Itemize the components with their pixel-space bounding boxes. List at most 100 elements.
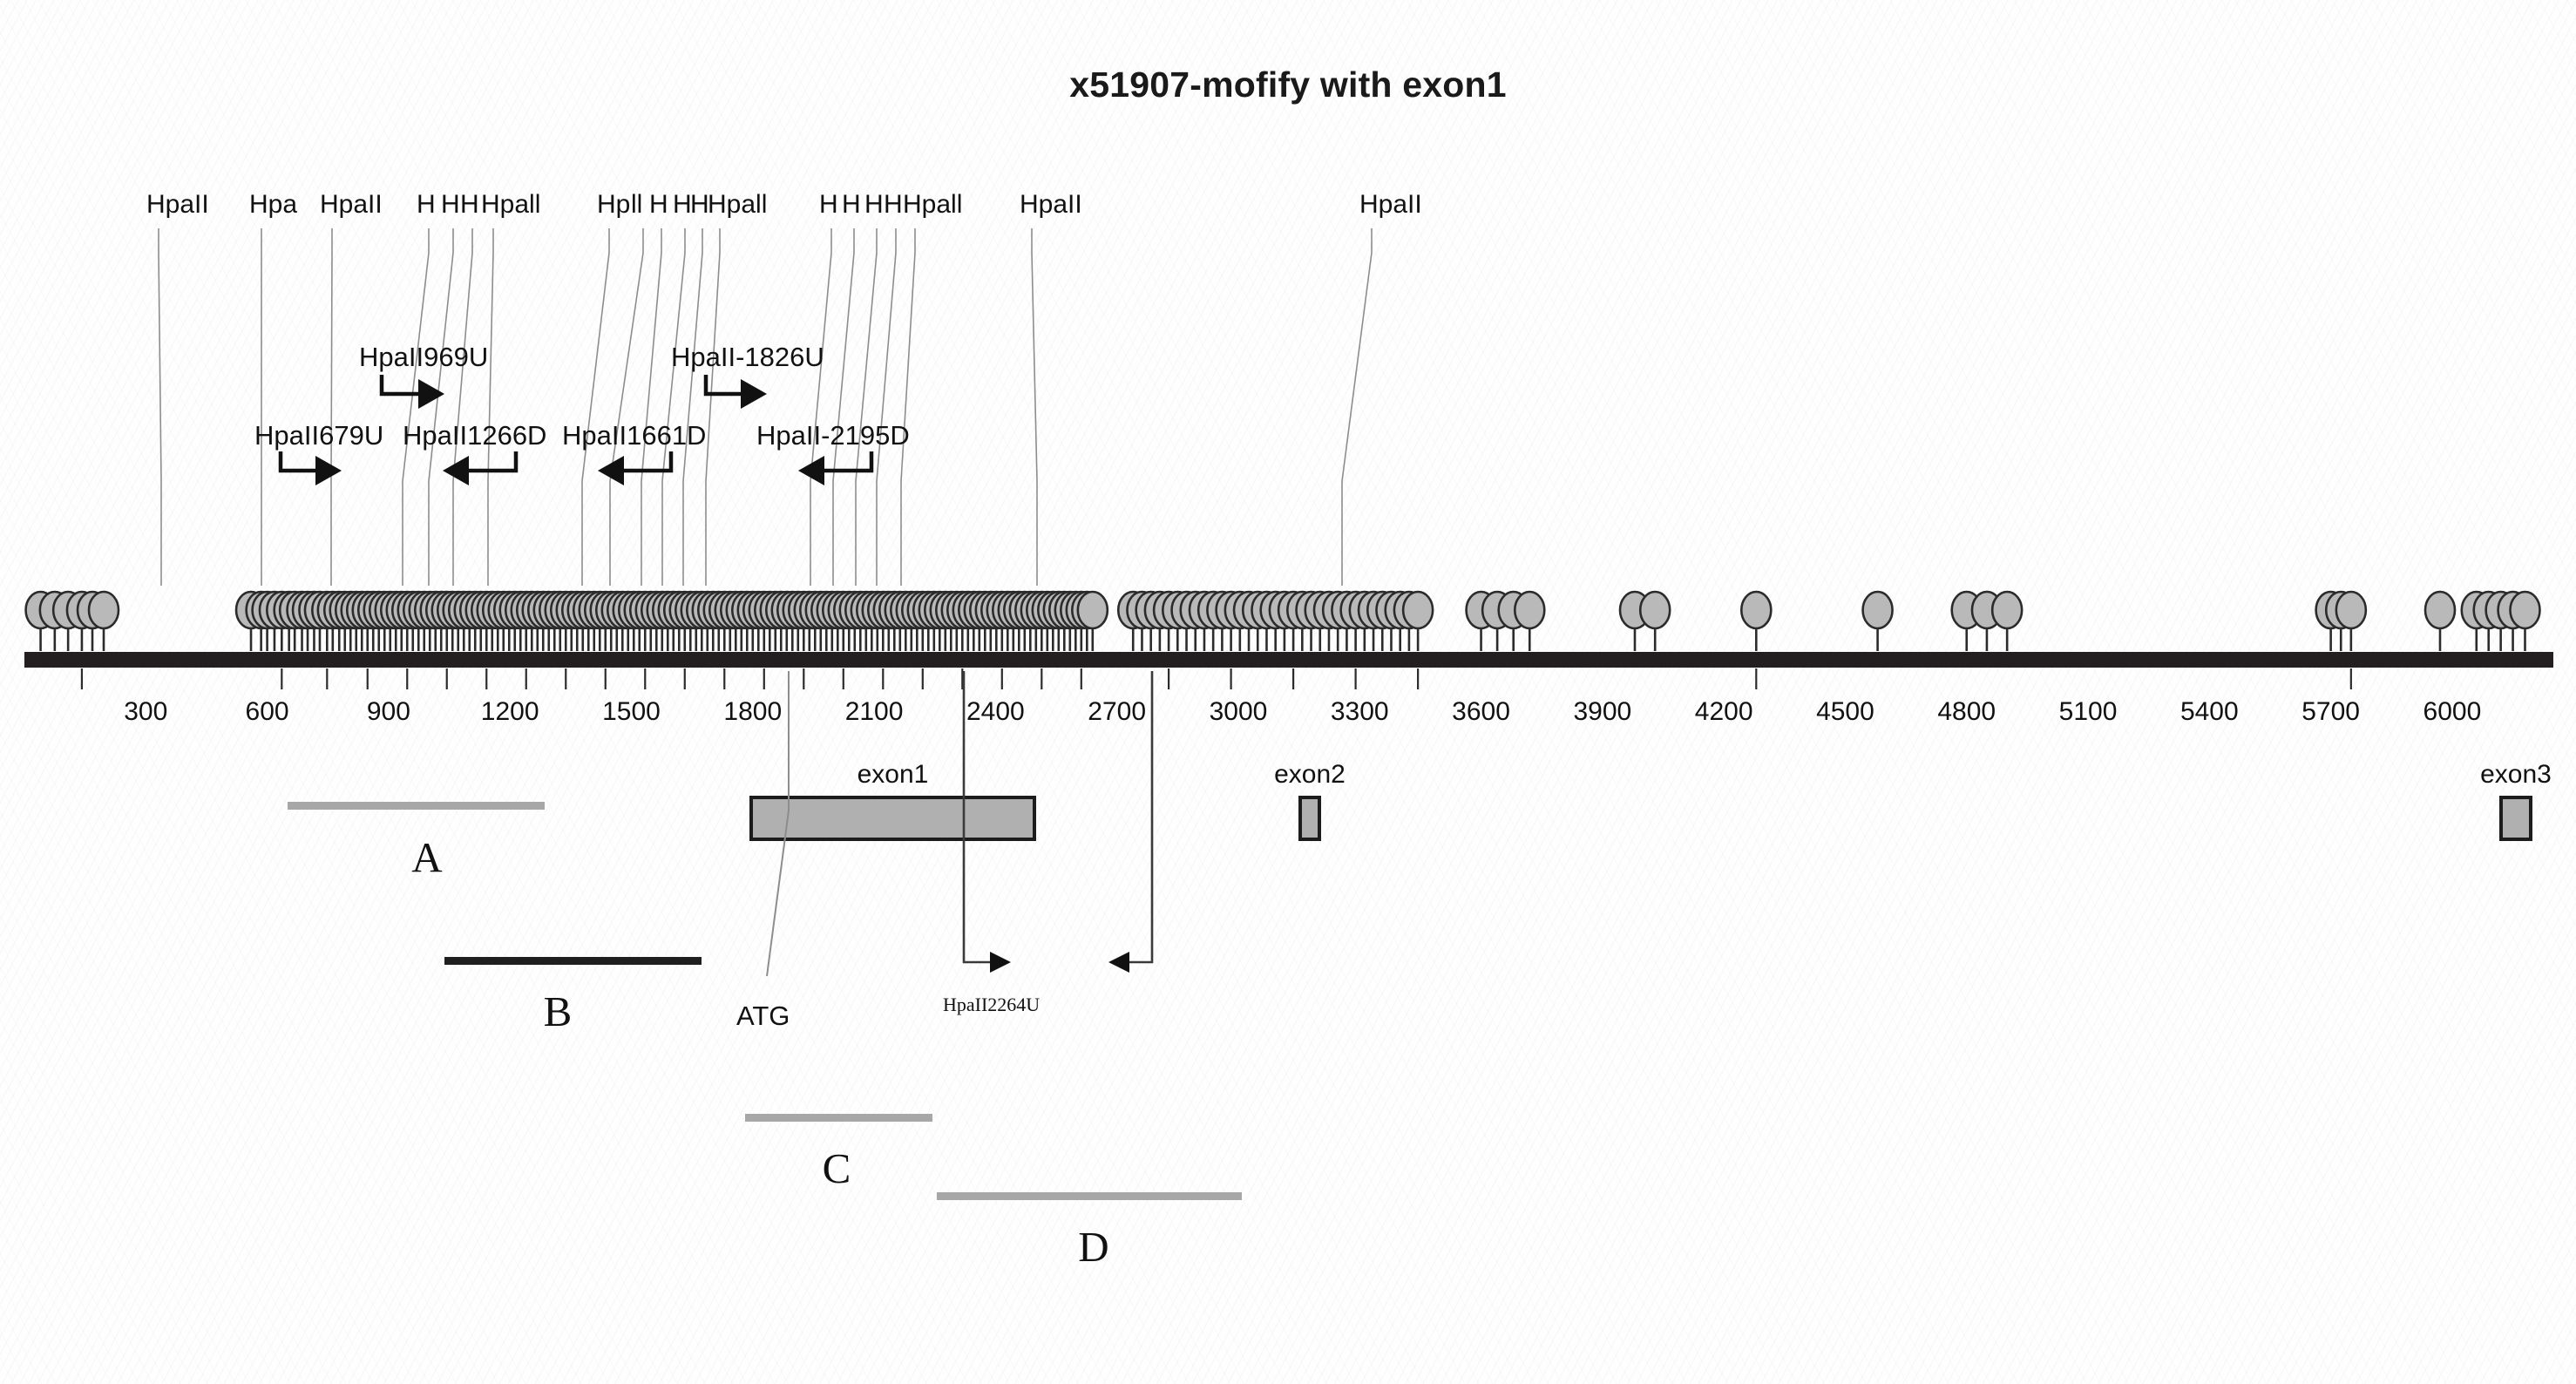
exon-label-exon1: exon1 [806,760,980,790]
cpg-lollipop-group [26,592,2540,689]
primer-arrow-head-forward [741,379,767,409]
cpg-site [1741,592,1771,628]
sequence-axis-group [24,652,2553,668]
axis-tick-5400: 5400 [2148,697,2270,727]
enzyme-leader-line [641,228,661,586]
axis-tick-300: 300 [85,697,207,727]
axis-tick-5700: 5700 [2270,697,2392,727]
enzyme-label-hpaii: Hpall [481,190,540,220]
exon-label-exon2: exon2 [1223,760,1397,790]
axis-tick-3300: 3300 [1298,697,1420,727]
amplicon-label-C: C [802,1143,871,1193]
primer-label-hpaii969u: HpaII969U [359,342,488,373]
enzyme-leader-line [901,228,915,586]
axis-tick-2100: 2100 [813,697,935,727]
amplicon-label-D: D [1059,1222,1129,1272]
enzyme-leader-line [833,228,854,586]
cpg-site [2510,592,2539,628]
cpg-site [1078,592,1108,628]
cpg-site [1992,592,2022,628]
enzyme-label-hpaii: H [417,190,436,220]
axis-tick-4800: 4800 [1906,697,2028,727]
enzyme-leader-line [610,228,643,586]
primer-label-hpaii1266d: HpaII1266D [403,420,546,451]
enzyme-label-hpaii: H [673,190,692,220]
primer-label-hpaii-2195d: HpaII-2195D [756,420,910,451]
primer-arrow-shaft [821,451,871,471]
primer-label-hpaii-1826u: HpaII-1826U [671,342,824,373]
enzyme-leader-line [877,228,896,586]
axis-tick-1500: 1500 [570,697,692,727]
enzyme-label-hpaii: ll [631,190,642,220]
axis-tick-2700: 2700 [1056,697,1178,727]
primer-arrow-head-forward [990,952,1011,973]
enzyme-label-hpaii: H [690,190,709,220]
enzyme-leader-line [488,228,493,586]
cpg-site [1515,592,1544,628]
cpg-site [1640,592,1670,628]
primer-arrow-head-forward [418,379,444,409]
atg-label: ATG [736,1001,790,1032]
axis-tick-2400: 2400 [934,697,1056,727]
primer-arrow-head-reverse [798,456,824,485]
enzyme-leader-line [582,228,609,586]
enzyme-leader-line [1342,228,1372,586]
amplicon-bar-D [937,1192,1242,1200]
enzyme-label-hpaii: Hpall [708,190,767,220]
enzyme-leader-line [683,228,702,586]
primer-label-hpaii679u: HpaII679U [254,420,383,451]
enzyme-label-hpaii: H [842,190,861,220]
axis-tick-3600: 3600 [1420,697,1542,727]
enzyme-label-hpaii: HpaII [320,190,383,220]
methylation-map-figure [0,0,2576,1384]
enzyme-label-hpaii: HpaII [1359,190,1422,220]
cpg-site [1403,592,1433,628]
cpg-site [2336,592,2366,628]
cpg-site [89,592,119,628]
amplicon-bar-C [745,1114,932,1122]
cpg-site [1863,592,1893,628]
primer-arrow-shaft [281,451,319,471]
enzyme-label-hpaii: HpaII [146,190,209,220]
enzyme-label-hpaii: H [819,190,838,220]
cpg-site [2425,592,2455,628]
axis-tick-4200: 4200 [1663,697,1785,727]
enzyme-label-hpaii: H [864,190,884,220]
primer-arrow-head-reverse [1108,952,1129,973]
exon-box-exon1 [751,797,1034,839]
enzyme-leader-line [429,228,453,586]
amplicon-label-B: B [523,987,593,1036]
enzyme-leader-lines [159,228,1372,586]
enzyme-label-hpaii: H [460,190,479,220]
enzyme-leader-line [856,228,877,586]
primer-label-hpaii1661d: HpaII1661D [562,420,706,451]
axis-tick-1200: 1200 [449,697,571,727]
enzyme-label-hpaii: H [649,190,668,220]
enzyme-label-hpaii: Hpall [903,190,962,220]
enzyme-label-hpaii: H [884,190,903,220]
amplicon-bar-A [288,802,545,810]
primer-arrow-head-reverse [598,456,624,485]
amplicon-label-A: A [392,832,462,882]
exon-box-exon2 [1300,797,1319,839]
enzyme-label-hpaii: Hp [597,190,630,220]
enzyme-leader-line [662,228,685,586]
enzyme-leader-line [706,228,720,586]
enzyme-label-hpaii: HpaII [1020,190,1082,220]
primer-arrow-shaft [465,451,516,471]
exon-box-group [751,797,2531,839]
sequence-axis-bar [24,652,2553,668]
exon-label-exon3: exon3 [2429,760,2576,790]
enzyme-leader-line [331,228,332,586]
primer-arrow-shaft [382,375,422,394]
enzyme-leader-line [1032,228,1037,586]
amplicon-bar-B [444,957,702,965]
axis-tick-3000: 3000 [1177,697,1299,727]
axis-tick-4500: 4500 [1784,697,1906,727]
enzyme-label-hpaii: Hpa [249,190,297,220]
axis-tick-600: 600 [207,697,329,727]
enzyme-label-hpaii: H [441,190,460,220]
enzyme-leader-line [810,228,831,586]
diagram-canvas: x51907-mofify with exon1 HpaIIHpaHpaIIHH… [0,0,2576,1384]
axis-tick-6000: 6000 [2391,697,2513,727]
